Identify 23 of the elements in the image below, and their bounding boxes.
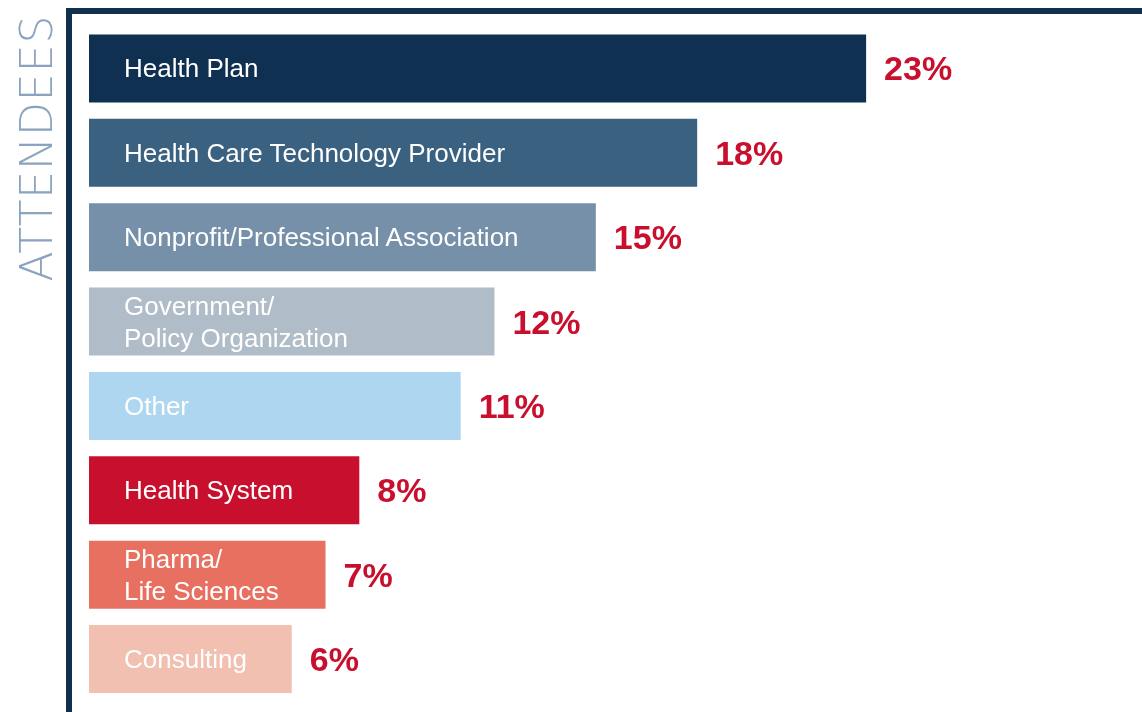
data-label: 11% (478, 386, 545, 425)
y-tick-label: Nonprofit/Professional Association (124, 222, 519, 253)
data-label: 23% (884, 49, 953, 88)
y-tick-label: Government/ Policy Organization (124, 290, 348, 353)
data-label: 12% (512, 302, 581, 341)
y-tick-label: Pharma/ Life Sciences (124, 543, 279, 606)
bar (89, 625, 292, 694)
y-axis-title: ATTENDEES (10, 14, 62, 282)
bar (89, 456, 360, 525)
y-tick-label: Other (124, 390, 190, 421)
bar (89, 118, 698, 187)
data-label: 18% (715, 133, 784, 172)
bar (89, 371, 461, 440)
y-tick-label: Health Care Technology Provider (124, 137, 506, 168)
data-label: 15% (613, 218, 682, 257)
y-tick-label: Consulting (124, 644, 247, 675)
bar (89, 34, 867, 103)
y-tick-label: Health System (124, 475, 294, 506)
data-label: 7% (343, 555, 393, 594)
data-label: 8% (377, 471, 427, 510)
data-label: 6% (309, 640, 359, 679)
y-tick-label: Health Plan (124, 53, 259, 84)
bar (89, 203, 596, 272)
